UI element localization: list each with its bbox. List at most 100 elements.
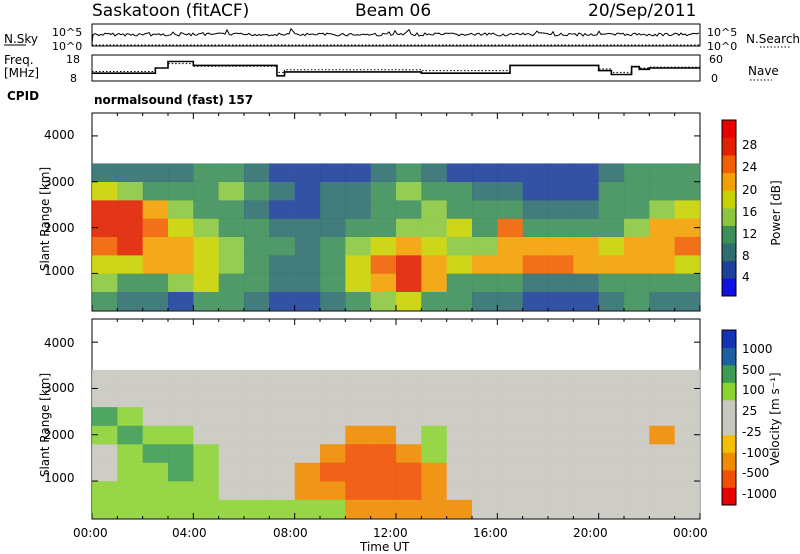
power-colorbar-swatch: [722, 278, 736, 297]
velocity-colorbar-swatch: [722, 487, 736, 506]
x-tick-6: 00:00: [673, 526, 708, 540]
velocity-cell: [92, 481, 118, 500]
velocity-cell: [522, 444, 549, 463]
power-colorbar-swatch: [722, 155, 736, 174]
power-cell: [497, 163, 523, 182]
velocity-cell: [522, 425, 549, 445]
power-y-tick-3000: 3000: [44, 175, 75, 189]
velocity-cell: [548, 444, 574, 463]
power-cb-tick-16: 16: [742, 205, 758, 219]
velocity-cell: [320, 499, 346, 519]
velocity-cell: [218, 407, 245, 426]
velocity-colorbar-swatch: [722, 365, 736, 383]
power-cell: [269, 218, 295, 237]
velocity-cell: [193, 369, 219, 389]
power-cell: [598, 200, 625, 219]
velocity-colorbar-frame: [721, 329, 737, 506]
power-colorbar-swatch: [722, 243, 736, 262]
power-cell: [345, 255, 371, 274]
power-cell: [269, 181, 295, 201]
power-cell: [624, 181, 650, 201]
velocity-cell: [573, 369, 599, 389]
power-cell: [573, 255, 599, 274]
power-y-tick-4000: 4000: [44, 128, 75, 142]
velocity-cell: [573, 462, 599, 482]
power-cell: [370, 255, 397, 274]
velocity-cell: [142, 388, 169, 408]
power-cell: [472, 236, 498, 256]
power-cell: [548, 181, 574, 201]
velocity-cell: [522, 499, 549, 519]
vel-y-tick-1000: 1000: [44, 471, 75, 485]
power-cell: [168, 200, 194, 219]
power-cb-tick-8: 8: [742, 249, 750, 263]
velocity-cell: [142, 407, 169, 426]
velocity-cell: [396, 462, 422, 482]
power-cell: [674, 255, 701, 274]
power-cell: [396, 181, 422, 201]
power-cell: [345, 163, 371, 182]
power-cell: [92, 200, 118, 219]
velocity-cell: [117, 444, 143, 463]
power-cell: [624, 236, 650, 256]
velocity-cell: [548, 481, 574, 500]
power-colorbar-swatch: [722, 120, 736, 138]
velocity-cell: [117, 499, 143, 519]
power-cell: [522, 236, 549, 256]
nave-label: Nave: [748, 64, 779, 78]
velocity-cell: [573, 425, 599, 445]
velocity-cell: [598, 407, 625, 426]
velocity-cell: [674, 481, 701, 500]
power-cell: [446, 200, 473, 219]
power-cell: [168, 181, 194, 201]
power-cell: [218, 273, 245, 292]
velocity-cell: [421, 425, 447, 445]
velocity-cell: [472, 499, 498, 519]
power-cell: [573, 273, 599, 292]
power-cell: [624, 255, 650, 274]
velocity-cell: [649, 444, 675, 463]
velocity-cell: [446, 499, 473, 519]
velocity-cell: [649, 407, 675, 426]
nsky-label: N.Sky: [4, 32, 39, 46]
velocity-cell: [421, 388, 447, 408]
velocity-cell: [674, 462, 701, 482]
power-cell: [320, 291, 346, 311]
velocity-cell: [320, 388, 346, 408]
velocity-cell: [674, 369, 701, 389]
velocity-cell: [649, 425, 675, 445]
power-cell: [193, 236, 219, 256]
power-cell: [548, 163, 574, 182]
velocity-cell: [497, 499, 523, 519]
power-cell: [472, 291, 498, 311]
power-cell: [624, 218, 650, 237]
station-title: Saskatoon (fitACF): [92, 1, 250, 21]
power-cell: [244, 163, 270, 182]
velocity-cell: [497, 388, 523, 408]
power-cell: [598, 236, 625, 256]
power-cell: [168, 291, 194, 311]
velocity-cell: [294, 481, 321, 500]
velocity-cell: [573, 481, 599, 500]
velocity-cell: [92, 407, 118, 426]
power-cell: [674, 181, 701, 201]
power-cell: [142, 291, 169, 311]
power-cb-tick-28: 28: [742, 138, 758, 152]
velocity-cell: [168, 425, 194, 445]
power-cell: [193, 273, 219, 292]
power-cell: [142, 163, 169, 182]
velocity-cell: [649, 369, 675, 389]
velocity-cell: [624, 462, 650, 482]
vel-cb-tick-25: 25: [742, 404, 758, 418]
power-cell: [674, 163, 701, 182]
velocity-cell: [598, 481, 625, 500]
velocity-cell: [244, 369, 270, 389]
velocity-cell: [674, 425, 701, 445]
velocity-cell: [168, 462, 194, 482]
velocity-cell: [244, 444, 270, 463]
velocity-cell: [370, 388, 397, 408]
power-cell: [396, 200, 422, 219]
power-cell: [92, 291, 118, 311]
power-cell: [548, 273, 574, 292]
power-cell: [674, 218, 701, 237]
